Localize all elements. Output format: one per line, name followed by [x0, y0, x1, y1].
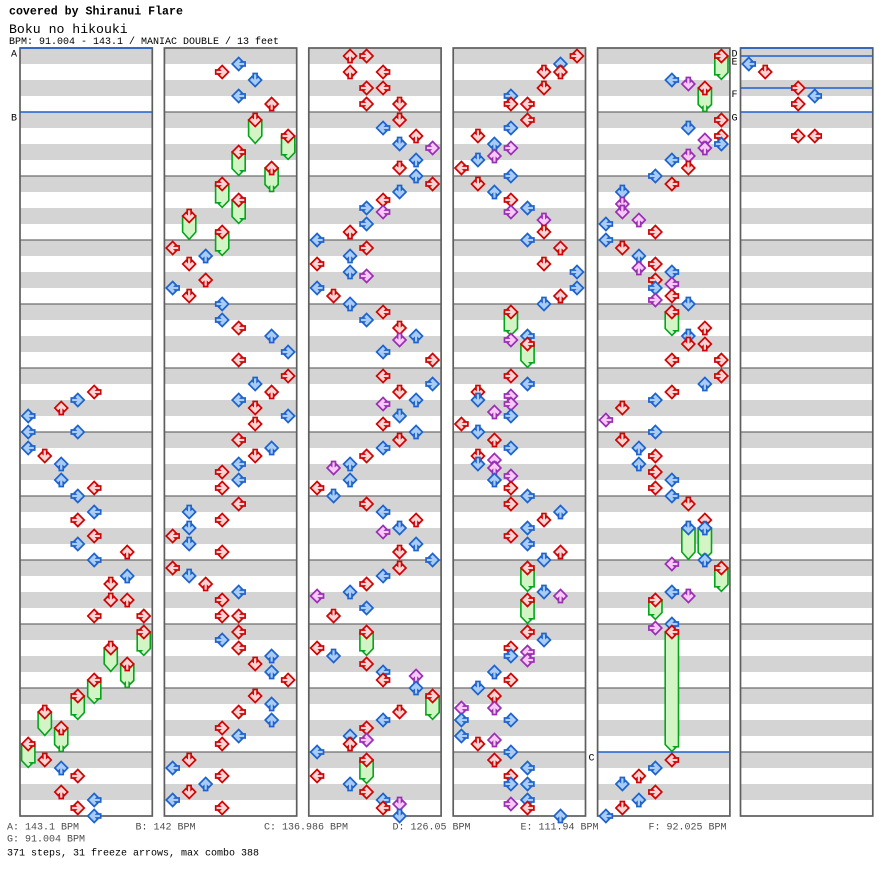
svg-text:D: D [732, 50, 738, 61]
svg-text:C: C [589, 754, 595, 765]
svg-text:C: 136.986 BPM: C: 136.986 BPM [264, 823, 348, 834]
svg-text:A: A [11, 50, 17, 61]
svg-text:F: F [732, 90, 738, 101]
svg-text:G: 91.004 BPM: G: 91.004 BPM [7, 835, 85, 846]
svg-text:F: 92.025 BPM: F: 92.025 BPM [649, 823, 727, 834]
svg-text:Boku no hikouki: Boku no hikouki [9, 22, 128, 37]
svg-text:E: 111.94 BPM: E: 111.94 BPM [521, 823, 599, 834]
svg-text:E: E [732, 58, 738, 69]
svg-text:371 steps, 31 freeze arrows, m: 371 steps, 31 freeze arrows, max combo 3… [7, 848, 259, 860]
svg-text:B: B [11, 114, 17, 125]
svg-text:D: 126.05 BPM: D: 126.05 BPM [393, 823, 471, 834]
svg-text:A: 143.1 BPM: A: 143.1 BPM [7, 823, 79, 834]
svg-text:G: G [732, 114, 738, 125]
svg-text:B: 142 BPM: B: 142 BPM [136, 823, 196, 834]
svg-text:covered by Shiranui Flare: covered by Shiranui Flare [9, 6, 183, 19]
svg-text:BPM: 91.004 - 143.1 / MANIAC D: BPM: 91.004 - 143.1 / MANIAC DOUBLE / 13… [9, 36, 279, 48]
